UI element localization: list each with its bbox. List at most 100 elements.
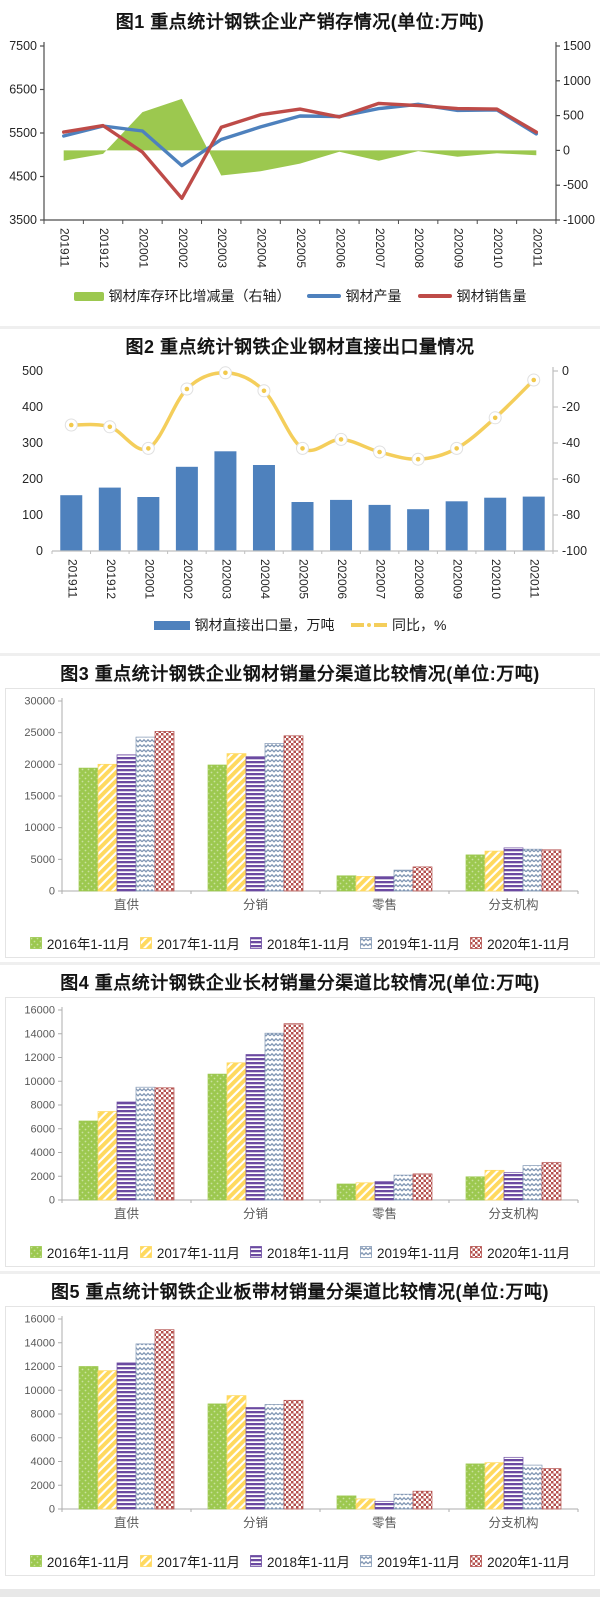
legend-swatch-hstripe xyxy=(250,937,262,949)
category-label: 分销 xyxy=(243,1207,268,1221)
fig1-legend: 钢材库存环比增减量（右轴） 钢材产量 钢材销售量 xyxy=(0,284,600,308)
legend-item: 2017年1-11月 xyxy=(140,933,240,953)
left-axis-tick: 6500 xyxy=(9,83,37,97)
legend-label: 2017年1-11月 xyxy=(156,937,240,952)
export-bar xyxy=(291,502,314,551)
bar-2020年1-11月 xyxy=(412,866,433,892)
bar-2018年1-11月 xyxy=(245,1054,266,1201)
x-axis-label: 202011 xyxy=(530,228,544,267)
right-axis-tick: -500 xyxy=(563,178,588,192)
legend-item: 2019年1-11月 xyxy=(360,1551,460,1571)
bar-2016年1-11月 xyxy=(336,1183,357,1201)
export-bar xyxy=(137,497,160,551)
bar-2016年1-11月 xyxy=(465,1463,486,1510)
bottom-strip xyxy=(0,1589,600,1597)
bar-2019年1-11月 xyxy=(135,1343,156,1510)
legend-label: 钢材销售量 xyxy=(456,288,527,304)
category-label: 零售 xyxy=(372,1515,397,1530)
legend-item: 2019年1-11月 xyxy=(360,933,460,953)
bar-2016年1-11月 xyxy=(78,767,99,892)
x-axis-label: 202009 xyxy=(452,228,466,268)
bar-2020年1-11月 xyxy=(412,1173,433,1201)
bar-2019年1-11月 xyxy=(264,1032,285,1201)
legend-swatch-checker xyxy=(470,1246,482,1258)
legend-swatch-rect xyxy=(153,620,190,630)
bar-2018年1-11月 xyxy=(374,876,395,892)
category-label: 直供 xyxy=(114,898,139,912)
legend-item: 2016年1-11月 xyxy=(29,933,130,953)
legend-swatch-diag xyxy=(140,937,152,949)
left-axis-tick: 3500 xyxy=(9,213,37,227)
right-axis-tick: -20 xyxy=(562,400,580,414)
legend-item: 钢材直接出口量，万吨 xyxy=(153,615,335,635)
legend-swatch-diag xyxy=(140,1246,152,1258)
legend-swatch-fatdash xyxy=(73,291,104,301)
legend-label: 2020年1-11月 xyxy=(487,1246,571,1261)
bar-2018年1-11月 xyxy=(503,1456,524,1510)
bar-2018年1-11月 xyxy=(116,1362,137,1510)
fig4-legend: 2016年1-11月 2017年1-11月 2018年1-11月 2019年1-11月… xyxy=(6,1240,594,1264)
y-axis-tick: 12000 xyxy=(24,1361,55,1373)
legend-swatch-dashdot xyxy=(350,622,388,628)
legend-item: 2020年1-11月 xyxy=(470,933,570,953)
y-axis-tick: 10000 xyxy=(24,1385,55,1397)
bar-2020年1-11月 xyxy=(541,849,562,892)
x-axis-label: 202006 xyxy=(335,559,349,599)
legend-swatch-dots xyxy=(29,1246,42,1258)
bar-2018年1-11月 xyxy=(374,1181,395,1201)
y-axis-tick: 6000 xyxy=(31,1432,55,1444)
y-axis-tick: 8000 xyxy=(31,1409,55,1421)
bar-2018年1-11月 xyxy=(116,1101,137,1201)
section-divider xyxy=(0,962,600,965)
category-label: 零售 xyxy=(372,1206,397,1221)
export-bar xyxy=(522,496,545,551)
export-bar xyxy=(175,466,198,551)
right-axis-tick: 1000 xyxy=(563,74,591,88)
x-axis-label: 202008 xyxy=(412,559,426,599)
x-axis-label: 202002 xyxy=(181,559,195,599)
x-axis-label: 201912 xyxy=(104,559,118,599)
bar-2017年1-11月 xyxy=(226,753,247,892)
fig1-canvas: 3500 4500 5500 6500 7500 -1000 -500 0 500 1000 150… xyxy=(9,39,595,268)
line-series xyxy=(61,102,539,168)
inventory-area-series xyxy=(63,98,537,176)
category-label: 直供 xyxy=(114,1207,139,1221)
x-axis-label: 202007 xyxy=(373,228,387,268)
legend-label: 2019年1-11月 xyxy=(377,937,461,952)
legend-swatch-wave xyxy=(360,1555,372,1567)
legend-swatch-wave xyxy=(360,1246,372,1258)
y-axis-tick: 10000 xyxy=(24,1076,55,1088)
right-axis-tick: 1500 xyxy=(563,39,591,53)
export-bar xyxy=(214,451,237,551)
figure-4-section: 图4 重点统计钢铁企业长材销量分渠道比较情况(单位:万吨) 0 2000 4000 6… xyxy=(0,965,600,1271)
export-bar xyxy=(330,499,353,551)
left-axis-tick: 500 xyxy=(22,364,43,378)
right-axis-tick: 0 xyxy=(562,364,569,378)
line-series xyxy=(61,101,539,201)
y-axis-tick: 0 xyxy=(49,1504,55,1516)
bar-2017年1-11月 xyxy=(355,876,376,892)
fig2-legend: 钢材直接出口量，万吨 同比，% xyxy=(0,613,600,637)
x-axis-label: 202002 xyxy=(176,228,190,268)
fig5-canvas: 0 2000 4000 6000 8000 10000 12000 14000 16000 直供 分… xyxy=(24,1314,579,1530)
legend-swatch-dots xyxy=(29,1555,42,1567)
export-bar xyxy=(60,495,83,551)
legend-item: 同比，% xyxy=(350,615,446,635)
category-label: 零售 xyxy=(372,897,397,912)
bar-2017年1-11月 xyxy=(226,1062,247,1201)
figure-1-section: 图1 重点统计钢铁企业产销存情况(单位:万吨) 3500 4500 5500 6500… xyxy=(0,4,600,326)
legend-label: 2017年1-11月 xyxy=(156,1246,240,1261)
bar-2017年1-11月 xyxy=(484,850,505,892)
bar-2016年1-11月 xyxy=(207,1073,228,1201)
x-axis-label: 202011 xyxy=(528,559,542,598)
x-axis-label: 202001 xyxy=(142,559,156,599)
legend-label: 2019年1-11月 xyxy=(377,1555,461,1570)
legend-label: 2016年1-11月 xyxy=(46,937,130,952)
legend-item: 2018年1-11月 xyxy=(250,933,350,953)
bar-2016年1-11月 xyxy=(207,1403,228,1510)
x-axis-label: 202003 xyxy=(215,228,229,268)
bar-2020年1-11月 xyxy=(541,1468,562,1510)
y-axis-tick: 30000 xyxy=(24,696,55,708)
y-axis-tick: 2000 xyxy=(31,1171,55,1183)
figure-3-title: 图3 重点统计钢铁企业钢材销量分渠道比较情况(单位:万吨) xyxy=(60,664,540,684)
